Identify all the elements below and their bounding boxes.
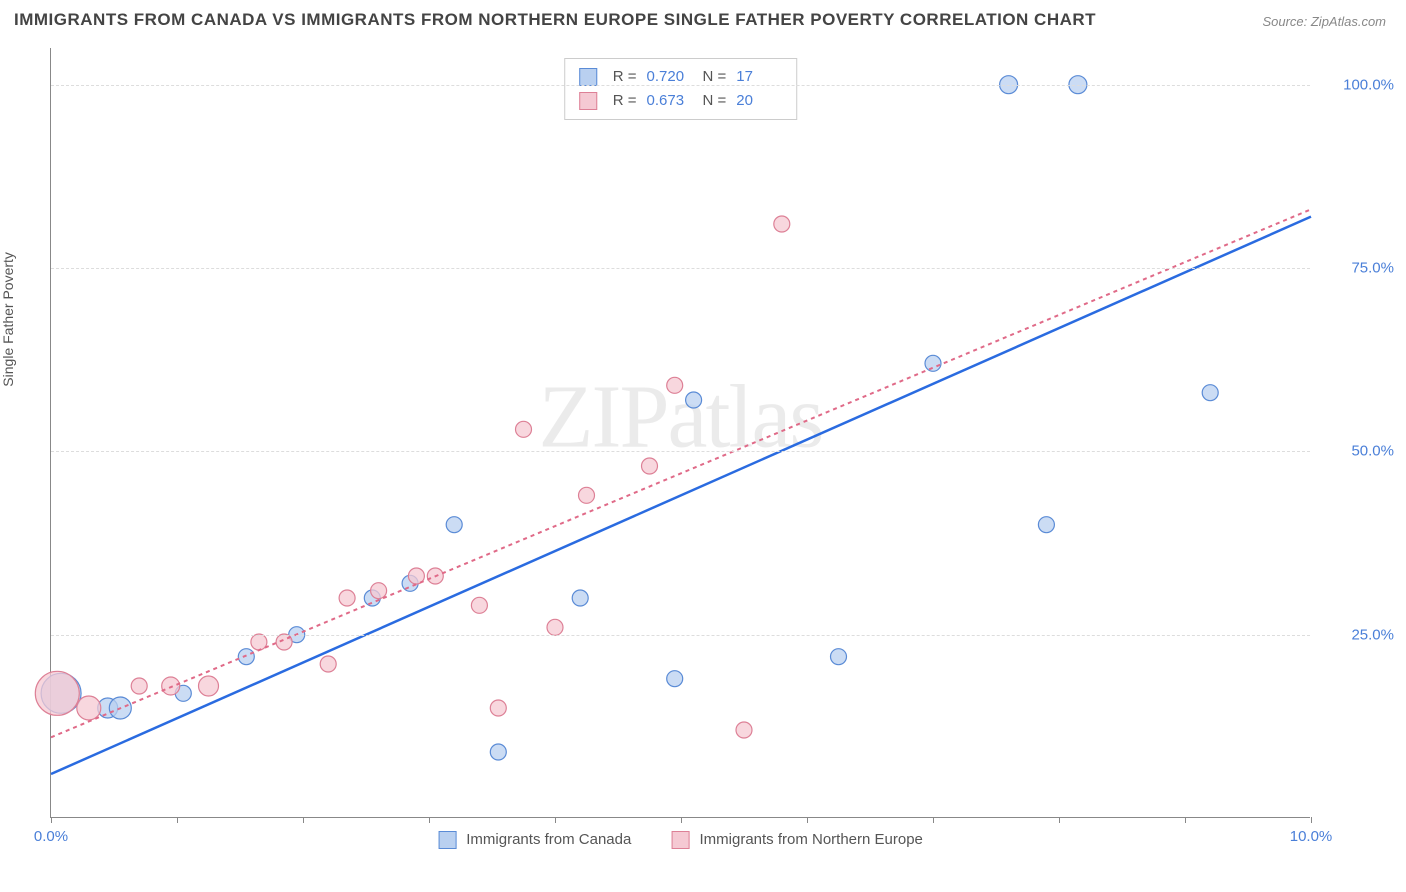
x-tick: [177, 817, 178, 823]
scatter-chart: ZIPatlas R = 0.720 N = 17 R = 0.673 N = …: [50, 48, 1310, 818]
data-point-northern-europe: [162, 677, 180, 695]
data-point-canada: [686, 392, 702, 408]
legend-item-europe: Immigrants from Northern Europe: [671, 831, 923, 849]
data-point-northern-europe: [339, 590, 355, 606]
data-point-northern-europe: [320, 656, 336, 672]
legend-label-europe: Immigrants from Northern Europe: [699, 831, 922, 848]
data-point-northern-europe: [371, 583, 387, 599]
data-point-canada: [572, 590, 588, 606]
data-point-northern-europe: [774, 216, 790, 232]
data-point-northern-europe: [251, 634, 267, 650]
y-tick-label: 25.0%: [1324, 626, 1394, 643]
data-point-northern-europe: [736, 722, 752, 738]
x-tick: [51, 817, 52, 823]
data-point-northern-europe: [516, 421, 532, 437]
x-tick: [429, 817, 430, 823]
data-point-canada: [667, 671, 683, 687]
data-point-northern-europe: [35, 671, 79, 715]
y-tick-label: 100.0%: [1324, 76, 1394, 93]
data-point-northern-europe: [579, 487, 595, 503]
trend-line-canada: [51, 217, 1311, 774]
data-point-canada: [831, 649, 847, 665]
y-tick-label: 75.0%: [1324, 260, 1394, 277]
page-title: IMMIGRANTS FROM CANADA VS IMMIGRANTS FRO…: [14, 10, 1096, 30]
gridline: [51, 451, 1310, 452]
data-point-canada: [1202, 385, 1218, 401]
data-point-northern-europe: [490, 700, 506, 716]
data-point-northern-europe: [547, 619, 563, 635]
x-tick: [933, 817, 934, 823]
data-point-canada: [238, 649, 254, 665]
x-tick: [1311, 817, 1312, 823]
x-tick-label: 0.0%: [34, 828, 68, 845]
x-tick-label: 10.0%: [1290, 828, 1333, 845]
x-tick: [555, 817, 556, 823]
gridline: [51, 635, 1310, 636]
data-point-northern-europe: [471, 597, 487, 613]
data-point-northern-europe: [642, 458, 658, 474]
series-legend: Immigrants from Canada Immigrants from N…: [438, 831, 923, 849]
gridline: [51, 268, 1310, 269]
legend-label-canada: Immigrants from Canada: [466, 831, 631, 848]
data-point-canada: [925, 355, 941, 371]
data-point-northern-europe: [667, 377, 683, 393]
x-tick: [681, 817, 682, 823]
data-point-northern-europe: [199, 676, 219, 696]
trend-line-northern-europe: [51, 209, 1311, 737]
swatch-europe: [671, 831, 689, 849]
x-tick: [807, 817, 808, 823]
data-point-canada: [490, 744, 506, 760]
x-tick: [1185, 817, 1186, 823]
x-tick: [303, 817, 304, 823]
gridline: [51, 85, 1310, 86]
data-point-northern-europe: [131, 678, 147, 694]
source-attribution: Source: ZipAtlas.com: [1262, 14, 1386, 29]
y-axis-label: Single Father Poverty: [0, 252, 16, 387]
legend-item-canada: Immigrants from Canada: [438, 831, 631, 849]
data-point-canada: [446, 517, 462, 533]
data-point-canada: [1038, 517, 1054, 533]
x-tick: [1059, 817, 1060, 823]
swatch-canada: [438, 831, 456, 849]
plot-svg: [51, 48, 1310, 817]
y-tick-label: 50.0%: [1324, 443, 1394, 460]
data-point-northern-europe: [77, 696, 101, 720]
